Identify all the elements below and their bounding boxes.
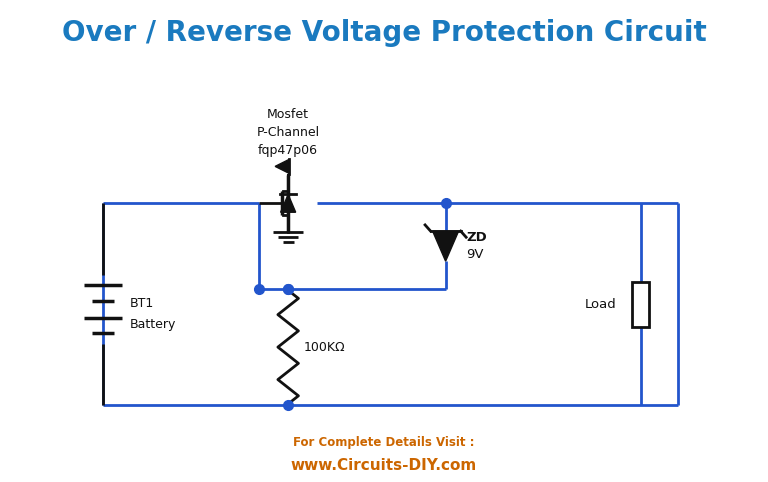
Text: BT1: BT1: [129, 297, 154, 310]
Polygon shape: [275, 160, 289, 173]
Text: Load: Load: [585, 298, 617, 311]
Text: www.Circuits-DIY.com: www.Circuits-DIY.com: [291, 458, 477, 473]
Text: 100KΩ: 100KΩ: [303, 341, 345, 354]
Text: ZD: ZD: [466, 231, 487, 244]
Text: Mosfet: Mosfet: [267, 108, 310, 121]
Bar: [632, 282, 649, 327]
Text: Battery: Battery: [129, 318, 176, 331]
Text: 9V: 9V: [466, 248, 484, 261]
Text: Over / Reverse Voltage Protection Circuit: Over / Reverse Voltage Protection Circui…: [61, 18, 707, 46]
Polygon shape: [432, 231, 458, 261]
Text: P-Channel: P-Channel: [257, 126, 319, 139]
Text: fqp47p06: fqp47p06: [258, 144, 318, 157]
Text: For Complete Details Visit :: For Complete Details Visit :: [293, 437, 475, 449]
Polygon shape: [280, 194, 296, 212]
